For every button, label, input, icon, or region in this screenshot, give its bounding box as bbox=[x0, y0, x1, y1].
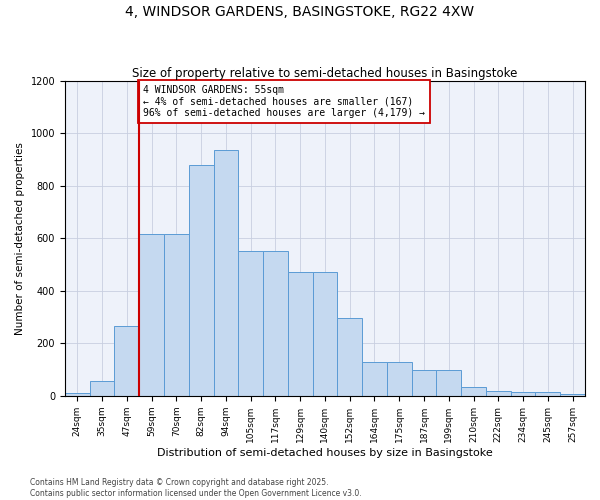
Bar bbox=[560, 394, 585, 396]
Bar bbox=[337, 318, 362, 396]
Bar bbox=[436, 370, 461, 396]
Bar bbox=[535, 392, 560, 396]
Bar bbox=[164, 234, 189, 396]
Bar bbox=[89, 382, 115, 396]
Bar bbox=[189, 164, 214, 396]
Bar bbox=[115, 326, 139, 396]
Bar bbox=[362, 362, 387, 396]
Bar bbox=[412, 370, 436, 396]
Bar bbox=[486, 390, 511, 396]
Bar bbox=[263, 252, 288, 396]
Bar bbox=[288, 272, 313, 396]
Text: 4, WINDSOR GARDENS, BASINGSTOKE, RG22 4XW: 4, WINDSOR GARDENS, BASINGSTOKE, RG22 4X… bbox=[125, 5, 475, 19]
Title: Size of property relative to semi-detached houses in Basingstoke: Size of property relative to semi-detach… bbox=[132, 66, 518, 80]
Text: Contains HM Land Registry data © Crown copyright and database right 2025.
Contai: Contains HM Land Registry data © Crown c… bbox=[30, 478, 362, 498]
Text: 4 WINDSOR GARDENS: 55sqm
← 4% of semi-detached houses are smaller (167)
96% of s: 4 WINDSOR GARDENS: 55sqm ← 4% of semi-de… bbox=[143, 84, 425, 118]
Bar bbox=[313, 272, 337, 396]
Bar bbox=[511, 392, 535, 396]
Bar bbox=[461, 386, 486, 396]
Bar bbox=[65, 393, 89, 396]
X-axis label: Distribution of semi-detached houses by size in Basingstoke: Distribution of semi-detached houses by … bbox=[157, 448, 493, 458]
Bar bbox=[387, 362, 412, 396]
Bar bbox=[139, 234, 164, 396]
Y-axis label: Number of semi-detached properties: Number of semi-detached properties bbox=[15, 142, 25, 334]
Bar bbox=[238, 252, 263, 396]
Bar bbox=[214, 150, 238, 396]
